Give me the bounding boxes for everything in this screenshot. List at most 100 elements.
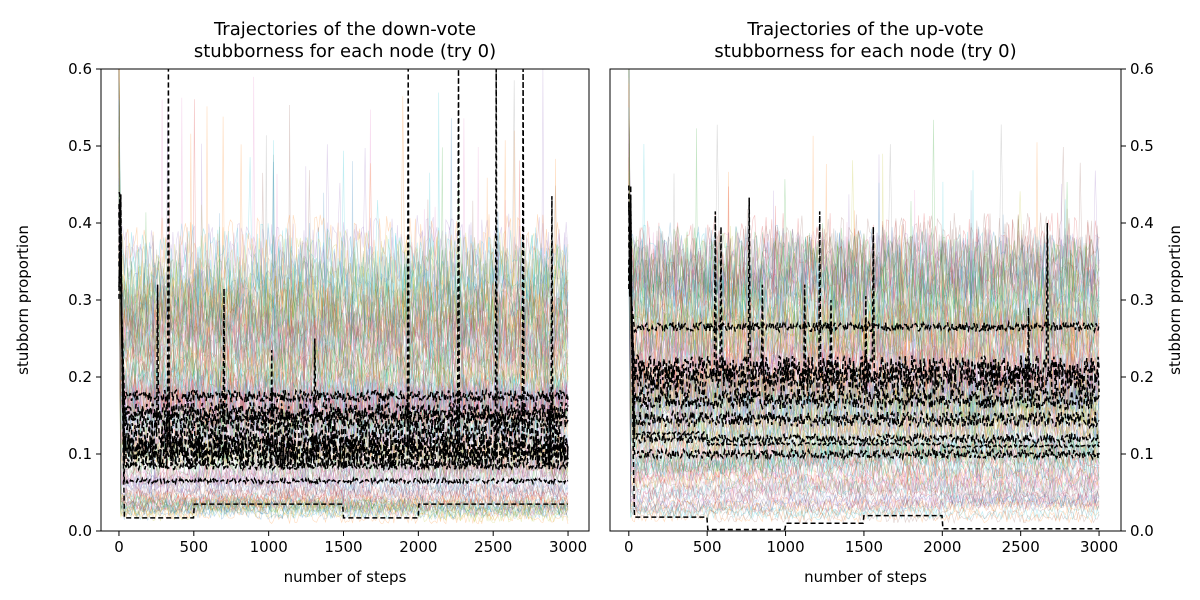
node-trajectory bbox=[118, 216, 569, 515]
chart-title-line2: stubborness for each node (try 0) bbox=[714, 41, 1016, 62]
node-trajectory bbox=[628, 69, 1100, 506]
highlighted-series bbox=[628, 206, 1100, 447]
node-trajectory bbox=[118, 177, 569, 520]
node-trajectory bbox=[628, 181, 1100, 520]
node-trajectory bbox=[628, 147, 1100, 475]
node-trajectory bbox=[628, 212, 1100, 364]
node-trajectory bbox=[118, 216, 569, 357]
highlighted-series bbox=[118, 191, 569, 424]
node-trajectory bbox=[628, 173, 1100, 372]
node-trajectory bbox=[628, 102, 1100, 304]
node-trajectory bbox=[118, 216, 569, 307]
node-trajectory bbox=[628, 179, 1100, 516]
y-tick-label: 0.1 bbox=[1130, 445, 1154, 463]
node-trajectory bbox=[118, 69, 569, 413]
y-tick-label: 0.4 bbox=[68, 214, 92, 232]
node-trajectory bbox=[118, 93, 569, 362]
down-vote-chart: 0 500 1000 1500 2000 2500 3000 0.0 0.1 0.2 0.3 0.4… bbox=[14, 19, 590, 586]
node-trajectory bbox=[118, 140, 569, 486]
node-trajectory bbox=[628, 124, 1100, 514]
node-trajectory bbox=[628, 69, 1100, 482]
node-trajectory bbox=[118, 69, 569, 392]
y-tick-label: 0.0 bbox=[68, 522, 92, 540]
node-trajectory bbox=[628, 152, 1100, 494]
node-trajectory bbox=[628, 84, 1100, 417]
node-trajectory bbox=[118, 112, 569, 389]
node-trajectory bbox=[118, 117, 569, 370]
node-trajectory bbox=[628, 147, 1100, 502]
x-axis-label: number of steps bbox=[804, 568, 927, 586]
node-trajectory bbox=[628, 235, 1100, 450]
x-tick-label: 0 bbox=[624, 538, 634, 556]
node-trajectory bbox=[118, 150, 569, 337]
node-trajectory bbox=[118, 144, 569, 298]
node-trajectory bbox=[118, 105, 569, 365]
node-trajectory bbox=[628, 70, 1100, 346]
node-trajectory bbox=[628, 84, 1100, 507]
chart-title-line1: Trajectories of the down-vote bbox=[213, 19, 476, 40]
node-trajectory bbox=[628, 211, 1100, 475]
node-trajectory bbox=[628, 69, 1100, 371]
node-trajectory bbox=[628, 83, 1100, 500]
x-tick-label: 2000 bbox=[923, 538, 961, 556]
node-trajectory bbox=[628, 179, 1100, 308]
node-trajectory bbox=[118, 217, 569, 365]
node-trajectory bbox=[118, 81, 569, 352]
node-trajectory bbox=[118, 221, 569, 389]
y-axis-label: stubborn proportion bbox=[14, 225, 32, 375]
node-trajectory bbox=[118, 250, 569, 327]
node-trajectory bbox=[118, 164, 569, 498]
node-trajectory bbox=[628, 128, 1100, 295]
x-tick-label: 3000 bbox=[1080, 538, 1118, 556]
highlighted-series bbox=[118, 194, 569, 473]
highlighted-trajectories bbox=[118, 69, 569, 519]
x-ticks: 0 500 1000 1500 2000 2500 3000 bbox=[624, 531, 1118, 556]
y-tick-label: 0.3 bbox=[68, 291, 92, 309]
highlighted-series bbox=[628, 226, 1100, 400]
node-trajectory bbox=[118, 144, 569, 344]
node-trajectory bbox=[118, 69, 569, 506]
node-trajectory bbox=[628, 194, 1100, 330]
node-trajectory bbox=[118, 69, 569, 419]
node-trajectory bbox=[628, 139, 1100, 525]
highlighted-series bbox=[628, 197, 1100, 386]
node-trajectory bbox=[118, 219, 569, 345]
node-trajectory bbox=[628, 178, 1100, 365]
node-trajectory bbox=[628, 221, 1100, 398]
node-trajectory bbox=[628, 136, 1100, 376]
node-trajectory bbox=[628, 158, 1100, 349]
node-trajectory bbox=[628, 101, 1100, 462]
node-trajectory bbox=[628, 69, 1100, 498]
highlighted-series bbox=[628, 194, 1100, 335]
y-tick-label: 0.6 bbox=[1130, 60, 1154, 78]
highlighted-series bbox=[628, 185, 1100, 430]
node-trajectory bbox=[628, 171, 1100, 342]
x-ticks: 0 500 1000 1500 2000 2500 3000 bbox=[114, 531, 587, 556]
node-trajectory bbox=[118, 151, 569, 360]
node-trajectory bbox=[628, 185, 1100, 481]
node-trajectory bbox=[628, 205, 1100, 329]
node-trajectory bbox=[628, 128, 1100, 427]
x-tick-label: 500 bbox=[179, 538, 208, 556]
node-trajectory bbox=[118, 74, 569, 504]
node-trajectory bbox=[118, 69, 569, 345]
node-trajectory bbox=[628, 243, 1100, 448]
node-trajectory bbox=[118, 69, 569, 394]
node-trajectory bbox=[118, 126, 569, 516]
x-axis-label: number of steps bbox=[284, 568, 407, 586]
node-trajectory bbox=[118, 146, 569, 356]
node-trajectory bbox=[628, 103, 1100, 516]
node-trajectory bbox=[628, 119, 1100, 317]
node-trajectory bbox=[118, 69, 569, 302]
node-trajectory bbox=[118, 171, 569, 435]
node-trajectory bbox=[118, 116, 569, 402]
highlighted-series bbox=[118, 258, 568, 519]
node-trajectory bbox=[118, 169, 569, 518]
node-trajectory bbox=[628, 249, 1100, 456]
highlighted-series bbox=[118, 254, 569, 431]
node-trajectory bbox=[118, 69, 569, 496]
y-tick-label: 0.5 bbox=[68, 137, 92, 155]
node-trajectory bbox=[628, 211, 1100, 329]
node-trajectory bbox=[118, 209, 569, 395]
